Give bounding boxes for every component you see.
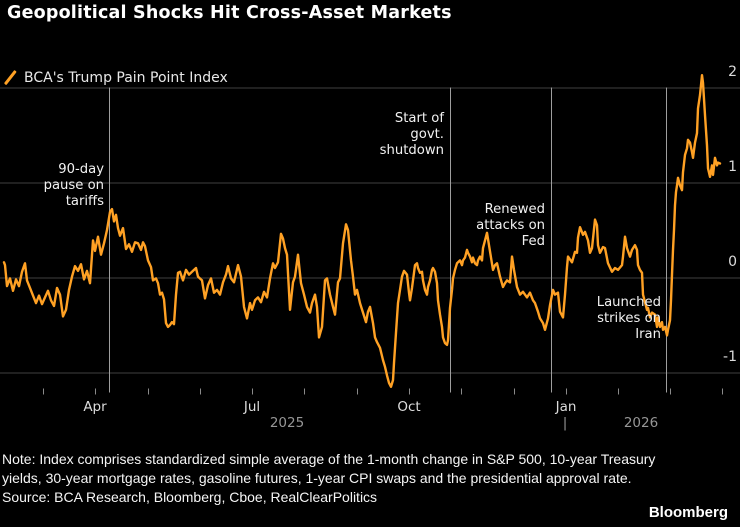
y-axis-label: 1 bbox=[728, 158, 737, 175]
note-line-2: yields, 30-year mortgage rates, gasoline… bbox=[2, 470, 632, 487]
annotation-line: 90-day bbox=[58, 162, 104, 177]
annotation-line: shutdown bbox=[379, 142, 444, 158]
x-month-label: Jul bbox=[243, 399, 261, 415]
note-line-1: Note: Index comprises standardized simpl… bbox=[2, 451, 656, 467]
annotation-line: strikes on bbox=[597, 310, 661, 326]
year-divider: | bbox=[562, 415, 568, 431]
pain-point-index-line bbox=[2, 73, 722, 388]
annotation-line: tariffs bbox=[65, 193, 104, 209]
x-month-label: Oct bbox=[397, 399, 421, 415]
annotation-line: Renewed bbox=[484, 202, 545, 217]
annotation-tariffs: 90-day pause on tariffs bbox=[44, 162, 104, 209]
legend-label: BCA's Trump Pain Point Index bbox=[24, 70, 228, 86]
annotation-line: pause on bbox=[43, 177, 104, 193]
annotation-line: Launched bbox=[596, 295, 661, 310]
annotation-line: attacks on bbox=[476, 217, 545, 233]
y-axis-label: -1 bbox=[723, 348, 737, 365]
x-month-label: Apr bbox=[83, 399, 107, 415]
x-year-label: 2026 bbox=[623, 415, 659, 431]
annotation-line: Start of bbox=[394, 111, 444, 126]
bloomberg-logo: Bloomberg bbox=[648, 504, 728, 521]
y-axis-label: 0 bbox=[728, 253, 737, 270]
annotation-shutdown: Start of govt. shutdown bbox=[380, 111, 444, 158]
source-line: Source: BCA Research, Bloomberg, Cboe, R… bbox=[2, 489, 378, 506]
annotation-iran: Launched strikes on Iran bbox=[597, 295, 661, 342]
annotation-line: govt. bbox=[410, 126, 444, 142]
page-title: Geopolitical Shocks Hit Cross-Asset Mark… bbox=[7, 3, 452, 23]
annotation-fed: Renewed attacks on Fed bbox=[476, 202, 545, 249]
annotation-line: Fed bbox=[521, 233, 545, 249]
x-year-label: 2025 bbox=[269, 415, 305, 431]
annotation-line: Iran bbox=[635, 326, 661, 342]
y-axis-label: 2 bbox=[728, 63, 737, 80]
footnote: Note: Index comprises standardized simpl… bbox=[2, 450, 655, 508]
x-month-label: Jan bbox=[555, 399, 577, 415]
